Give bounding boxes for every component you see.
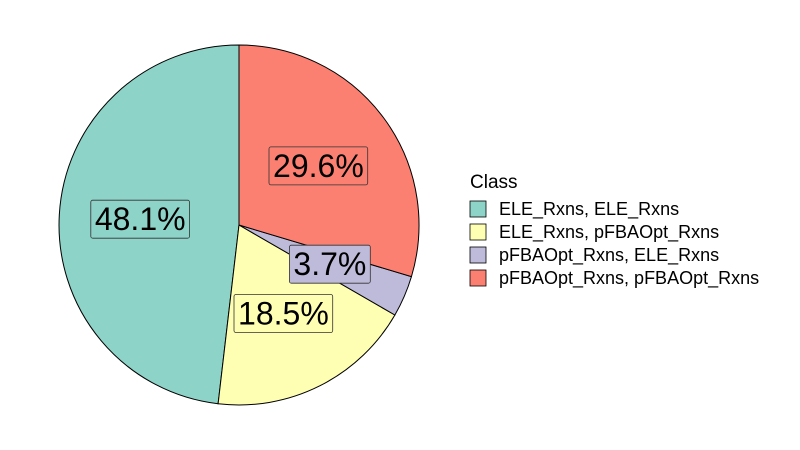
data-label-text: 48.1%	[95, 201, 186, 237]
data-label: 29.6%	[268, 146, 369, 186]
pie-data-labels: 48.1% 18.5% 3.7% 29.6%	[90, 146, 371, 333]
legend-label: ELE_Rxns, ELE_Rxns	[499, 199, 679, 220]
legend-swatch	[469, 200, 487, 218]
legend-swatch	[469, 246, 487, 264]
data-label-text: 29.6%	[273, 148, 364, 184]
legend-item: pFBAOpt_Rxns, ELE_Rxns	[469, 245, 719, 266]
data-label-box	[288, 244, 371, 284]
data-label-box	[233, 294, 334, 333]
data-label: 48.1%	[90, 199, 190, 239]
legend-item: pFBAOpt_Rxns, pFBAOpt_Rxns	[469, 268, 759, 289]
data-label: 18.5%	[233, 294, 334, 333]
legend-item: ELE_Rxns, pFBAOpt_Rxns	[469, 222, 719, 243]
legend-label: pFBAOpt_Rxns, ELE_Rxns	[499, 245, 719, 266]
legend-swatch	[469, 223, 487, 241]
legend-item: ELE_Rxns, ELE_Rxns	[469, 199, 679, 220]
legend-title: Class	[470, 172, 518, 193]
data-label-box	[90, 199, 190, 239]
data-label: 3.7%	[288, 244, 371, 284]
legend-swatch	[469, 269, 487, 287]
data-label-text: 3.7%	[293, 246, 366, 282]
legend-label: pFBAOpt_Rxns, pFBAOpt_Rxns	[499, 268, 759, 289]
data-label-text: 18.5%	[238, 296, 329, 332]
data-label-box	[268, 146, 369, 186]
legend-label: ELE_Rxns, pFBAOpt_Rxns	[499, 222, 719, 243]
